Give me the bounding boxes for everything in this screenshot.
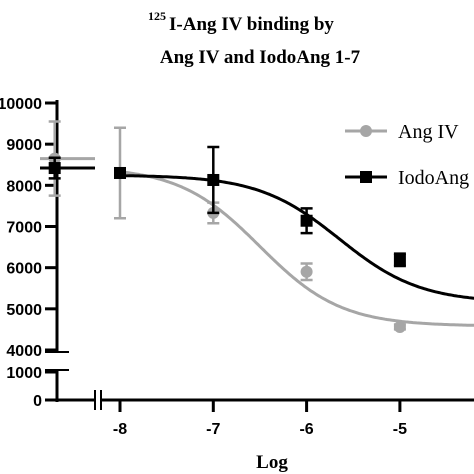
fit-curve xyxy=(120,174,474,300)
chart-title: Ang IV and IodoAng 1-7 xyxy=(160,47,361,68)
data-point xyxy=(48,162,61,175)
fit-curve xyxy=(119,170,474,327)
y-tick-label: 9000 xyxy=(6,137,42,154)
title-superscript: 125 xyxy=(148,9,166,23)
legend-label: IodoAng 1-7 xyxy=(398,167,474,189)
data-point xyxy=(300,214,313,227)
data-point xyxy=(360,125,372,137)
x-tick-label: -6 xyxy=(299,421,313,438)
y-tick-label: 0 xyxy=(33,393,42,410)
data-point xyxy=(300,265,313,278)
y-tick-label: 7000 xyxy=(6,220,42,237)
data-point xyxy=(114,166,126,179)
x-tick-label: -8 xyxy=(113,421,127,438)
data-point xyxy=(360,171,372,183)
legend-label: Ang IV xyxy=(398,121,459,143)
data-point xyxy=(393,320,406,333)
chart-title: I-Ang IV binding by xyxy=(169,14,334,35)
y-tick-label: 5000 xyxy=(6,302,42,319)
data-point xyxy=(393,253,406,266)
x-tick-label: -7 xyxy=(206,421,220,438)
x-tick-label: -5 xyxy=(393,421,407,438)
y-tick-label: 6000 xyxy=(6,261,42,278)
axes xyxy=(45,100,474,410)
y-tick-label: 1000 xyxy=(6,365,42,382)
data-point xyxy=(207,173,220,186)
y-tick-label: 4000 xyxy=(6,343,42,360)
y-tick-label: 10000 xyxy=(0,96,42,113)
y-tick-label: 8000 xyxy=(6,178,42,195)
x-axis-label: Log xyxy=(256,452,288,473)
